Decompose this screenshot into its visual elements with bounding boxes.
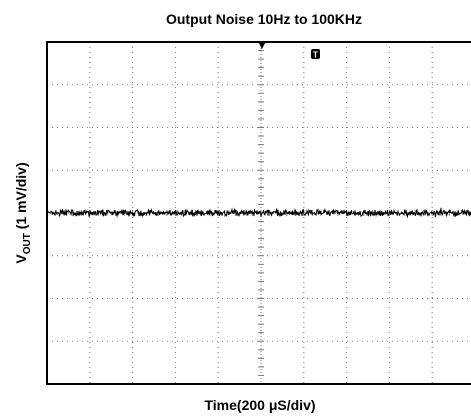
- trigger-t-icon: T: [311, 49, 320, 60]
- x-axis-label-value: (200 μS/div): [237, 397, 316, 413]
- chart-title: Output Noise 10Hz to 100KHz: [166, 11, 362, 27]
- y-axis-label: VOUT (1 mV/div): [13, 162, 33, 263]
- noise-trace: [46, 207, 471, 219]
- y-axis-label-sub: OUT: [22, 233, 33, 254]
- y-axis-label-main: V: [13, 254, 29, 264]
- x-axis-label: Time(200 μS/div): [204, 397, 315, 413]
- y-axis-label-rest: (1 mV/div): [13, 162, 29, 233]
- trigger-t-label: T: [313, 51, 318, 60]
- trigger-arrow-icon: ▼: [259, 41, 266, 51]
- x-axis-label-prefix: Time: [204, 397, 237, 413]
